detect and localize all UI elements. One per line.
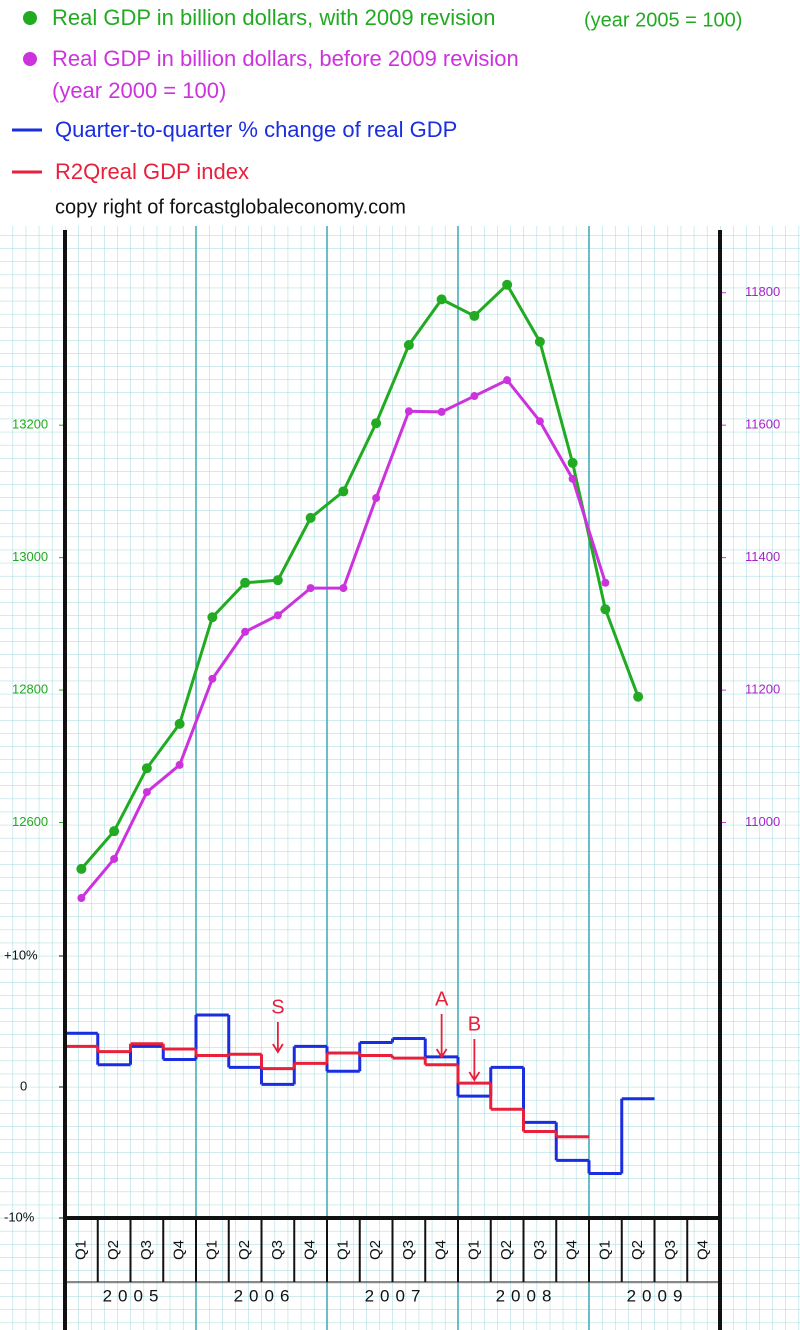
legend-label: Real GDP in billion dollars, before 2009… <box>52 46 519 71</box>
legend-note: (year 2005 = 100) <box>584 9 742 31</box>
annotation: S <box>271 996 284 1018</box>
legend: Real GDP in billion dollars, with 2009 r… <box>12 5 742 218</box>
y2-tick-label: 11200 <box>745 682 780 697</box>
data-point <box>272 575 283 586</box>
legend-note: (year 2000 = 100) <box>52 78 226 103</box>
legend-marker <box>23 11 37 25</box>
data-point <box>568 474 577 483</box>
legend-label: R2Qreal GDP index <box>55 159 249 184</box>
data-point <box>371 418 382 429</box>
data-point <box>240 577 251 588</box>
x-tick-label: Q1 <box>334 1240 351 1260</box>
data-point <box>601 578 610 587</box>
x-tick-label: Q3 <box>138 1240 155 1260</box>
year-label: 2006 <box>234 1286 296 1305</box>
data-point <box>241 627 250 636</box>
legend-label: Quarter-to-quarter % change of real GDP <box>55 117 457 142</box>
data-point <box>273 611 282 620</box>
data-point <box>110 854 119 863</box>
x-tick-label: Q3 <box>531 1240 548 1260</box>
data-point <box>535 417 544 426</box>
data-point <box>403 340 414 351</box>
data-point <box>305 512 316 523</box>
data-point <box>633 691 644 702</box>
data-point <box>567 457 578 468</box>
x-tick-label: Q1 <box>203 1240 220 1260</box>
y-tick-label: 13000 <box>12 549 48 564</box>
legend-label: Real GDP in billion dollars, with 2009 r… <box>52 5 495 30</box>
data-point <box>207 612 218 623</box>
x-tick-label: Q2 <box>236 1240 253 1260</box>
y2-tick-label: 11600 <box>745 417 780 432</box>
y-tick-label: 13200 <box>12 417 48 432</box>
x-tick-label: Q4 <box>171 1240 188 1260</box>
data-point <box>469 310 480 321</box>
year-label: 2009 <box>627 1286 689 1305</box>
series-line <box>80 282 640 870</box>
annotation: A <box>435 988 449 1010</box>
graph-paper <box>0 226 800 1330</box>
y-tick-label: 0 <box>20 1078 27 1093</box>
data-point <box>339 584 348 593</box>
x-tick-label: Q4 <box>433 1240 450 1260</box>
y2-tick-label: 11400 <box>745 549 780 564</box>
y2-tick-label: 11000 <box>745 814 780 829</box>
data-point <box>503 376 512 385</box>
year-label: 2005 <box>103 1286 165 1305</box>
x-tick-label: Q2 <box>105 1240 122 1260</box>
y-tick-label: +10% <box>4 947 38 962</box>
data-point <box>404 407 413 416</box>
x-tick-label: Q1 <box>465 1240 482 1260</box>
data-point <box>76 863 87 874</box>
data-point <box>141 763 152 774</box>
data-point <box>437 407 446 416</box>
data-point <box>306 584 315 593</box>
legend-marker <box>23 52 37 66</box>
data-point <box>174 718 185 729</box>
annotation-arrow <box>468 1039 481 1082</box>
x-tick-label: Q4 <box>695 1240 712 1260</box>
y2-tick-label: 11800 <box>745 284 780 299</box>
y-tick-label: 12600 <box>12 814 48 829</box>
x-tick-label: Q3 <box>662 1240 679 1260</box>
copyright: copy right of forcastglobaleconomy.com <box>55 196 406 218</box>
data-point <box>338 486 349 497</box>
x-tick-label: Q3 <box>269 1240 286 1260</box>
annotation-arrow <box>435 1014 448 1059</box>
data-point <box>372 494 381 503</box>
x-tick-label: Q4 <box>302 1240 319 1260</box>
data-point <box>600 604 611 615</box>
data-point <box>77 894 86 903</box>
data-point <box>175 760 184 769</box>
x-tick-label: Q1 <box>72 1240 89 1260</box>
data-point <box>436 294 447 305</box>
x-tick-label: Q2 <box>498 1240 515 1260</box>
data-point <box>470 392 479 401</box>
data-point <box>208 674 217 683</box>
y-tick-label: 12800 <box>12 682 48 697</box>
x-tick-label: Q4 <box>564 1240 581 1260</box>
data-point <box>109 826 120 837</box>
y-tick-label: -10% <box>4 1209 35 1224</box>
year-label: 2007 <box>365 1286 427 1305</box>
annotation-arrow <box>272 1022 284 1054</box>
data-point <box>534 336 545 347</box>
annotation: B <box>468 1013 481 1035</box>
year-label: 2008 <box>496 1286 558 1305</box>
data-point <box>142 788 151 797</box>
x-tick-label: Q1 <box>596 1240 613 1260</box>
x-tick-label: Q3 <box>400 1240 417 1260</box>
data-point <box>502 279 513 290</box>
x-tick-label: Q2 <box>629 1240 646 1260</box>
x-tick-label: Q2 <box>367 1240 384 1260</box>
